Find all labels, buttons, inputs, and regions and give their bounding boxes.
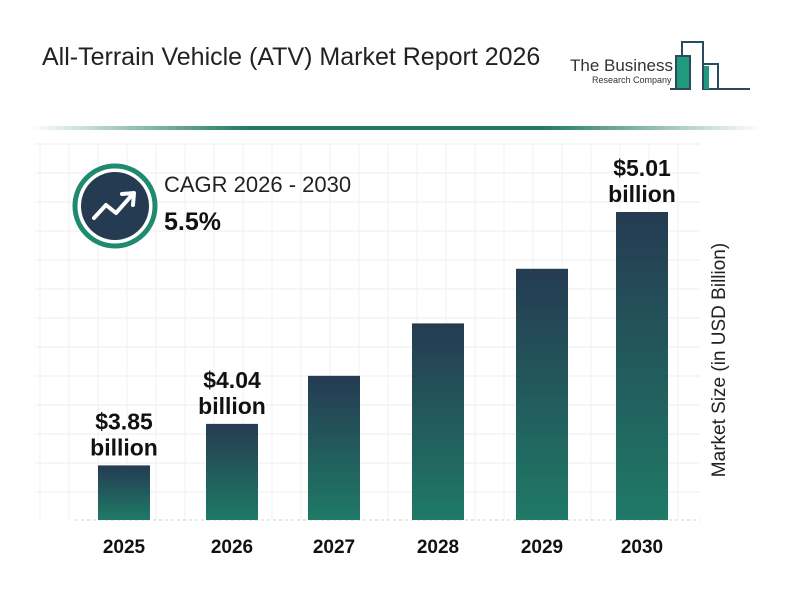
data-label-unit: billion — [90, 434, 158, 460]
data-label-value: $3.85 — [95, 408, 153, 434]
data-label-unit: billion — [198, 393, 266, 419]
header-divider — [30, 126, 760, 130]
x-tick-label: 2030 — [621, 537, 663, 558]
logo-text: The Business — [570, 56, 673, 75]
bar-2028 — [412, 323, 464, 520]
data-label-unit: billion — [608, 181, 676, 207]
bar-2027 — [308, 375, 360, 520]
x-tick-label: 2027 — [313, 537, 355, 558]
x-tick-label: 2025 — [103, 537, 146, 558]
trend-up-icon — [72, 163, 158, 249]
page-title: All-Terrain Vehicle (ATV) Market Report … — [42, 43, 541, 71]
bar-2025 — [98, 465, 150, 520]
x-tick-label: 2026 — [211, 537, 253, 558]
logo-subtext: Research Company — [592, 75, 672, 85]
data-label-value: $5.01 — [613, 155, 671, 181]
bar-2029 — [516, 268, 568, 520]
data-label-value: $4.04 — [203, 367, 261, 393]
y-axis-label: Market Size (in USD Billion) — [709, 242, 730, 478]
cagr-label: CAGR 2026 - 2030 — [164, 172, 352, 197]
cagr-badge — [72, 163, 158, 254]
logo-buildings-icon — [670, 41, 750, 90]
bar-2030 — [616, 212, 668, 520]
x-tick-label: 2029 — [521, 537, 563, 558]
x-tick-label: 2028 — [417, 537, 459, 558]
company-logo: The Business Research Company — [570, 34, 760, 94]
bar-2026 — [206, 423, 258, 520]
cagr-value: 5.5% — [164, 208, 221, 236]
